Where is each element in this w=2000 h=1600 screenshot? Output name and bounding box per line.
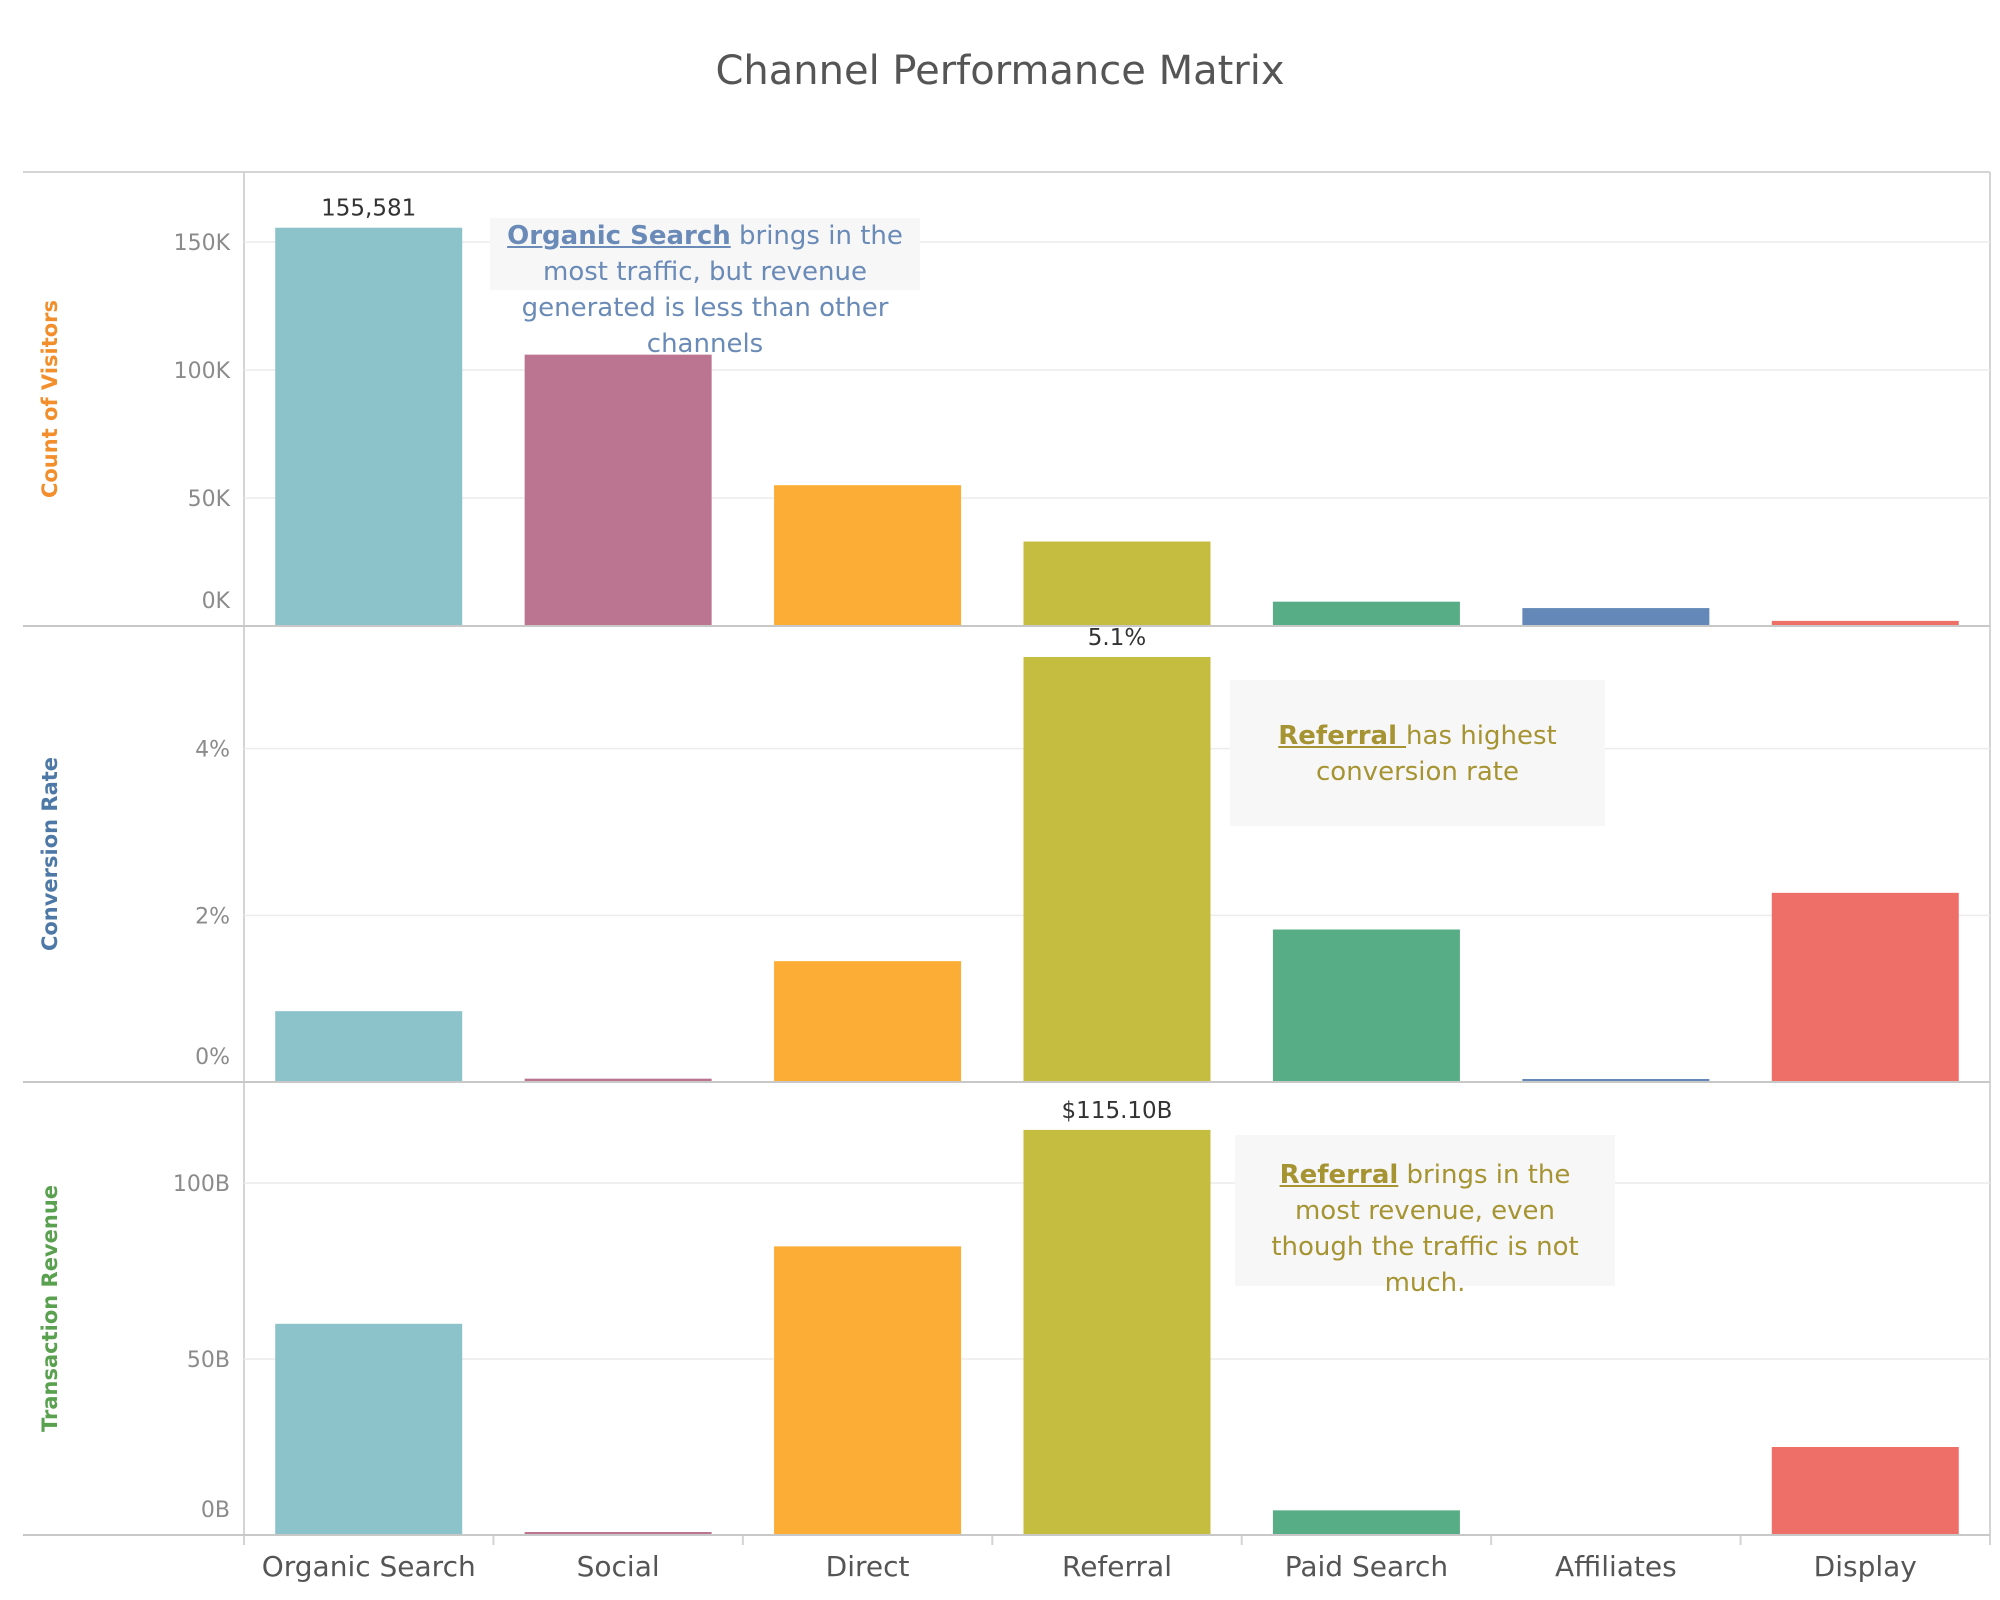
bar	[1023, 541, 1211, 626]
annotation-text: brings in the most revenue, even though …	[1271, 1160, 1579, 1298]
data-label: $115.10B	[1062, 1098, 1173, 1124]
bar	[1522, 608, 1710, 626]
y-tick-label: 50B	[187, 1348, 230, 1373]
bar	[524, 1078, 712, 1082]
bar	[1272, 1510, 1460, 1535]
y-axis-title: Count of Visitors	[38, 300, 62, 498]
bar	[1771, 620, 1959, 626]
bar	[1272, 601, 1460, 626]
annotation-highlight: Referral	[1279, 1160, 1399, 1190]
annotation-text: has highest conversion rate	[1316, 721, 1557, 787]
x-tick-label: Affiliates	[1555, 1550, 1677, 1583]
y-tick-label: 0K	[202, 589, 231, 614]
bar	[275, 1011, 463, 1082]
annotation-highlight: Referral	[1278, 721, 1407, 751]
data-label: 5.1%	[1088, 625, 1146, 651]
x-tick-label: Organic Search	[262, 1550, 476, 1583]
x-tick-label: Referral	[1062, 1550, 1172, 1583]
bar	[774, 1246, 962, 1535]
bar	[1023, 657, 1211, 1082]
x-tick-label: Social	[577, 1550, 660, 1583]
bar	[774, 485, 962, 626]
bar	[1272, 929, 1460, 1082]
bar	[774, 961, 962, 1082]
annotation-referral-revenue: Referral brings in the most revenue, eve…	[1235, 1135, 1615, 1298]
bar	[1023, 1129, 1211, 1535]
bar	[524, 354, 712, 626]
annotation-organic-search: Organic Search brings in the most traffi…	[490, 218, 920, 359]
bar	[275, 227, 463, 626]
y-tick-label: 4%	[195, 738, 230, 763]
data-label: 155,581	[321, 196, 416, 222]
y-tick-label: 50K	[188, 487, 231, 512]
bar	[1771, 1447, 1959, 1535]
x-tick-label: Direct	[826, 1550, 910, 1583]
y-tick-label: 150K	[174, 231, 231, 256]
y-axis-title: Conversion Rate	[38, 757, 62, 951]
bar	[1771, 892, 1959, 1082]
chart-title: Channel Performance Matrix	[715, 48, 1285, 94]
x-tick-label: Paid Search	[1285, 1550, 1448, 1583]
y-tick-label: 0%	[195, 1045, 230, 1070]
bar	[524, 1532, 712, 1535]
y-tick-label: 100K	[174, 359, 231, 384]
annotation-highlight: Organic Search	[507, 221, 731, 251]
bar	[275, 1323, 463, 1535]
annotation-text: brings in the most traffic, but revenue …	[521, 221, 903, 359]
bar	[1522, 1079, 1710, 1082]
y-tick-label: 0B	[201, 1498, 230, 1523]
x-tick-label: Display	[1814, 1550, 1917, 1583]
annotation-referral-conversion: Referral has highest conversion rate	[1230, 680, 1605, 826]
y-tick-label: 100B	[173, 1172, 230, 1197]
y-axis-title: Transaction Revenue	[38, 1185, 62, 1432]
y-tick-label: 2%	[195, 904, 230, 929]
